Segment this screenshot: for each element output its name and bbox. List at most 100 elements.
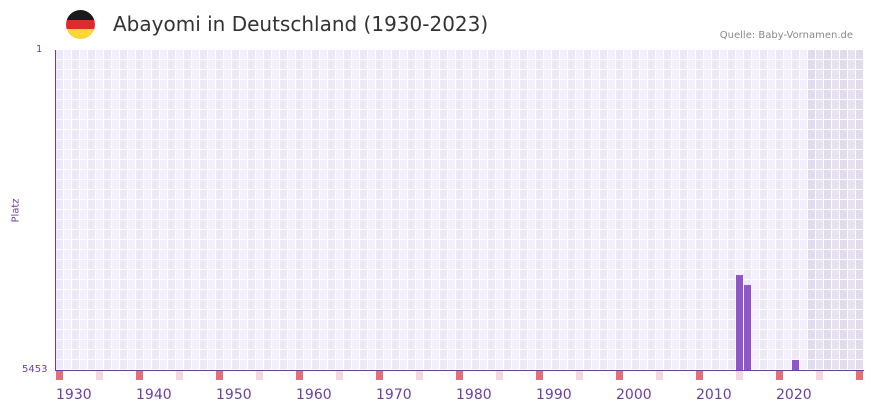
- grid-column: [336, 50, 344, 370]
- grid-column: [160, 50, 168, 370]
- half-decade-marker: [96, 371, 103, 380]
- grid-column: [824, 50, 832, 370]
- grid-column: [56, 50, 64, 370]
- grid-column: [560, 50, 568, 370]
- rank-bar[interactable]: [736, 275, 743, 370]
- x-tick-label: 1990: [536, 387, 572, 403]
- x-tick-label: 1950: [216, 387, 252, 403]
- grid-column: [752, 50, 760, 370]
- grid-column: [368, 50, 376, 370]
- rank-bar[interactable]: [792, 360, 799, 370]
- grid-column: [488, 50, 496, 370]
- grid-column: [280, 50, 288, 370]
- grid-column: [664, 50, 672, 370]
- decade-marker: [56, 371, 63, 380]
- x-tick-label: 2010: [696, 387, 732, 403]
- grid-column: [688, 50, 696, 370]
- x-tick-label: 1940: [136, 387, 172, 403]
- grid-column: [680, 50, 688, 370]
- grid-column: [760, 50, 768, 370]
- germany-flag-icon: [66, 10, 95, 39]
- grid-column: [720, 50, 728, 370]
- grid-column: [176, 50, 184, 370]
- grid-column: [512, 50, 520, 370]
- grid-column: [568, 50, 576, 370]
- grid-column: [600, 50, 608, 370]
- half-decade-marker: [336, 371, 343, 380]
- grid-column: [856, 50, 864, 370]
- y-axis-bottom-label: 5453: [22, 364, 48, 375]
- grid-column: [424, 50, 432, 370]
- x-tick-label: 2020: [776, 387, 812, 403]
- chart-title: Abayomi in Deutschland (1930-2023): [113, 12, 489, 36]
- grid-column: [832, 50, 840, 370]
- grid-column: [168, 50, 176, 370]
- grid-column: [320, 50, 328, 370]
- grid-column: [440, 50, 448, 370]
- grid-column: [800, 50, 808, 370]
- grid-column: [624, 50, 632, 370]
- grid-column: [840, 50, 848, 370]
- grid-column: [480, 50, 488, 370]
- grid-column: [112, 50, 120, 370]
- grid-column: [64, 50, 72, 370]
- grid-column: [360, 50, 368, 370]
- rank-bar[interactable]: [744, 285, 751, 370]
- decade-marker: [696, 371, 703, 380]
- grid-column: [304, 50, 312, 370]
- y-axis-line: [55, 50, 56, 371]
- grid-column: [736, 50, 744, 370]
- decade-marker: [136, 371, 143, 380]
- grid-column: [408, 50, 416, 370]
- y-axis-title: Platz: [10, 198, 22, 223]
- grid-column: [672, 50, 680, 370]
- grid-column: [344, 50, 352, 370]
- grid-column: [464, 50, 472, 370]
- grid-column: [248, 50, 256, 370]
- grid-column: [776, 50, 784, 370]
- grid-column: [784, 50, 792, 370]
- grid-column: [456, 50, 464, 370]
- grid-column: [520, 50, 528, 370]
- decade-marker: [856, 371, 863, 380]
- grid-column: [608, 50, 616, 370]
- x-tick-label: 1980: [456, 387, 492, 403]
- grid-column: [120, 50, 128, 370]
- grid-column: [792, 50, 800, 370]
- grid-column: [848, 50, 856, 370]
- grid-column: [544, 50, 552, 370]
- grid-column: [184, 50, 192, 370]
- x-axis-line: [55, 370, 864, 371]
- half-decade-marker: [816, 371, 823, 380]
- grid-column: [552, 50, 560, 370]
- half-decade-marker: [416, 371, 423, 380]
- y-axis-top-label: 1: [36, 44, 43, 55]
- grid-column: [496, 50, 504, 370]
- grid-column: [376, 50, 384, 370]
- grid-column: [768, 50, 776, 370]
- grid-column: [96, 50, 104, 370]
- grid-column: [192, 50, 200, 370]
- grid-column: [640, 50, 648, 370]
- grid-column: [328, 50, 336, 370]
- grid-column: [392, 50, 400, 370]
- half-decade-marker: [656, 371, 663, 380]
- decade-marker: [216, 371, 223, 380]
- grid-column: [744, 50, 752, 370]
- grid-column: [72, 50, 80, 370]
- grid-column: [648, 50, 656, 370]
- grid-column: [448, 50, 456, 370]
- grid-column: [808, 50, 816, 370]
- half-decade-marker: [576, 371, 583, 380]
- grid-column: [256, 50, 264, 370]
- grid-column: [592, 50, 600, 370]
- grid-column: [216, 50, 224, 370]
- grid-column: [432, 50, 440, 370]
- grid-column: [728, 50, 736, 370]
- half-decade-marker: [256, 371, 263, 380]
- grid-column: [288, 50, 296, 370]
- grid-column: [224, 50, 232, 370]
- decade-marker: [456, 371, 463, 380]
- grid-column: [128, 50, 136, 370]
- grid-column: [88, 50, 96, 370]
